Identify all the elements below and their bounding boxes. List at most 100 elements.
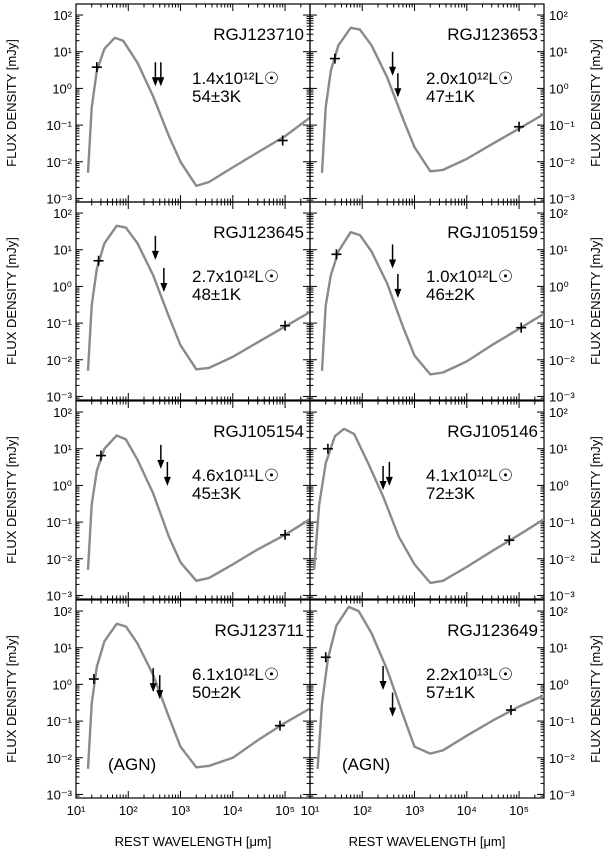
luminosity-label: 2.2x10¹³L☉: [426, 665, 513, 684]
luminosity-label: 1.4x10¹²L☉: [192, 69, 279, 88]
y-tick-label: 10¹: [53, 45, 72, 60]
y-tick-label: 10⁻¹: [549, 515, 575, 530]
y-tick-label: 10⁻³: [549, 787, 575, 802]
y-tick-label: 10²: [53, 206, 72, 221]
panel-title: RGJ123711: [215, 621, 304, 640]
agn-note: (AGN): [342, 755, 390, 774]
luminosity-label: 4.6x10¹¹L☉: [192, 466, 279, 485]
y-axis-title-right: FLUX DENSITY [mJy]: [588, 436, 603, 564]
y-tick-label: 10²: [549, 8, 568, 23]
y-tick-label: 10⁻³: [549, 191, 575, 206]
x-tick-label: 10³: [171, 803, 190, 818]
x-tick-label: 10⁵: [275, 803, 295, 818]
upper-limit-arrow: [389, 66, 397, 76]
y-tick-label: 10²: [53, 8, 72, 23]
temperature-label: 48±1K: [192, 285, 242, 304]
panel-RGJ105146: 10² 10¹ 10⁰ 10⁻¹ 10⁻² 10⁻³ RGJ105146 4.1x10¹²L☉…: [309, 400, 575, 603]
sed-curve: [86, 622, 310, 769]
sed-curve: [86, 434, 310, 582]
temperature-label: 57±1K: [426, 683, 476, 702]
y-tick-label: 10¹: [549, 641, 568, 656]
y-axis-title-left: FLUX DENSITY [mJy]: [4, 436, 19, 564]
y-tick-label: 10⁻¹: [549, 316, 575, 331]
y-axis-title-right: FLUX DENSITY [mJy]: [588, 237, 603, 365]
panel-RGJ123645: 10² 10¹ 10⁰ 10⁻¹ 10⁻² 10⁻³ RGJ123645 2.7x10¹²L☉…: [46, 201, 311, 404]
y-tick-label: 10¹: [549, 243, 568, 258]
panel-RGJ105154: 10² 10¹ 10⁰ 10⁻¹ 10⁻² 10⁻³ RGJ105154 4.6x10¹¹L☉…: [46, 400, 311, 603]
y-tick-label: 10⁻³: [46, 787, 72, 802]
x-tick-label: 10¹: [67, 803, 86, 818]
upper-limit-arrow: [157, 77, 165, 87]
y-tick-label: 10⁰: [52, 279, 72, 294]
y-tick-label: 10⁻¹: [46, 515, 72, 530]
y-tick-label: 10¹: [53, 243, 72, 258]
x-tick-label: 10⁵: [509, 803, 529, 818]
y-axis-title-left: FLUX DENSITY [mJy]: [4, 635, 19, 763]
y-tick-label: 10⁻¹: [46, 316, 72, 331]
y-tick-label: 10²: [53, 405, 72, 420]
y-tick-label: 10¹: [53, 442, 72, 457]
panel-title: RGJ123649: [447, 621, 538, 640]
y-tick-label: 10⁻¹: [549, 118, 575, 133]
upper-limit-arrow: [160, 282, 168, 292]
y-tick-label: 10⁻³: [46, 389, 72, 404]
sed-curve: [316, 605, 544, 769]
y-tick-label: 10⁻¹: [46, 714, 72, 729]
y-tick-label: 10⁰: [549, 677, 569, 692]
panel-RGJ123710: 10² 10¹ 10⁰ 10⁻¹ 10⁻² 10⁻³ RGJ123710 1.4x10¹²L☉…: [46, 3, 311, 206]
y-axis-title-left: FLUX DENSITY [mJy]: [4, 237, 19, 365]
sed-curve: [320, 230, 544, 376]
luminosity-label: 2.0x10¹²L☉: [426, 69, 513, 88]
y-axis-title-left: FLUX DENSITY [mJy]: [4, 39, 19, 167]
upper-limit-arrow: [151, 77, 159, 87]
panel-RGJ105159: 10² 10¹ 10⁰ 10⁻¹ 10⁻² 10⁻³ RGJ105159 1.0x10¹²L☉…: [309, 201, 575, 404]
y-tick-label: 10⁻³: [46, 191, 72, 206]
luminosity-label: 2.7x10¹²L☉: [192, 267, 279, 286]
panel-title: RGJ123710: [213, 25, 304, 44]
upper-limit-arrow: [394, 88, 402, 98]
upper-limit-arrow: [394, 288, 402, 298]
x-tick-label: 10¹: [301, 803, 320, 818]
x-tick-label: 10⁴: [457, 803, 477, 818]
agn-note: (AGN): [108, 755, 156, 774]
temperature-label: 50±2K: [192, 683, 242, 702]
upper-limit-arrow: [156, 690, 164, 700]
y-tick-label: 10²: [549, 604, 568, 619]
panel-title: RGJ105154: [213, 422, 304, 441]
y-tick-label: 10⁰: [52, 81, 72, 96]
y-tick-label: 10²: [53, 604, 72, 619]
upper-limit-arrow: [379, 680, 387, 690]
y-axis-title-right: FLUX DENSITY [mJy]: [588, 635, 603, 763]
upper-limit-arrow: [151, 250, 159, 260]
y-tick-label: 10⁻²: [46, 353, 72, 368]
panel-title: RGJ105159: [447, 223, 538, 242]
y-tick-label: 10⁻²: [549, 552, 575, 567]
y-tick-label: 10⁰: [549, 478, 569, 493]
temperature-label: 47±1K: [426, 87, 476, 106]
x-tick-label: 10³: [405, 803, 424, 818]
upper-limit-arrow: [163, 476, 171, 486]
upper-limit-arrow: [157, 459, 165, 469]
y-tick-label: 10²: [549, 405, 568, 420]
temperature-label: 45±3K: [192, 484, 242, 503]
y-tick-label: 10⁻²: [549, 751, 575, 766]
panel-RGJ123649: 10² 10¹ 10⁰ 10⁻¹ 10⁻² 10⁻³ 10¹ 10² 10³ 10⁴ 10⁵ RGJ1…: [301, 599, 575, 818]
panel-title: RGJ123645: [213, 223, 304, 242]
sed-curve: [312, 427, 544, 585]
y-axis-title-right: FLUX DENSITY [mJy]: [588, 39, 603, 167]
x-axis-title: REST WAVELENGTH [μm]: [115, 834, 272, 849]
temperature-label: 46±2K: [426, 285, 476, 304]
y-tick-label: 10⁰: [52, 478, 72, 493]
y-tick-label: 10⁰: [549, 81, 569, 96]
y-tick-label: 10¹: [549, 442, 568, 457]
sed-curve: [86, 224, 310, 371]
upper-limit-arrow: [149, 683, 157, 693]
upper-limit-arrow: [379, 480, 387, 490]
luminosity-label: 1.0x10¹²L☉: [426, 267, 513, 286]
x-tick-label: 10²: [353, 803, 372, 818]
y-tick-label: 10⁰: [549, 279, 569, 294]
panel-RGJ123653: 10² 10¹ 10⁰ 10⁻¹ 10⁻² 10⁻³ RGJ123653 2.0x10¹²L☉…: [309, 3, 575, 206]
y-tick-label: 10⁻³: [549, 389, 575, 404]
x-axis-title: REST WAVELENGTH [μm]: [349, 834, 506, 849]
